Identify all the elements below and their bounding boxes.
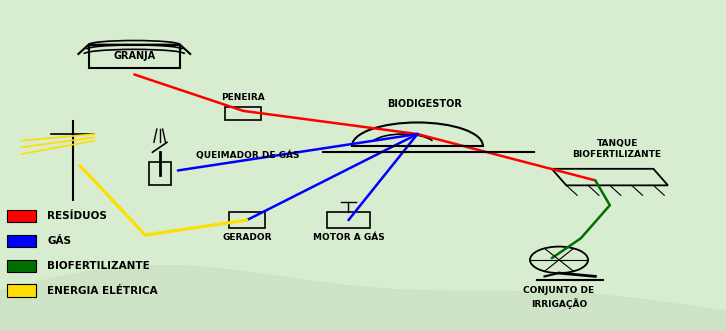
Text: QUEIMADOR DE GÁS: QUEIMADOR DE GÁS <box>196 151 300 160</box>
Text: GÁS: GÁS <box>47 236 71 246</box>
FancyBboxPatch shape <box>7 210 36 222</box>
Text: BIOFERTILIZANTE: BIOFERTILIZANTE <box>47 261 150 271</box>
Bar <box>149 162 171 185</box>
Bar <box>229 212 265 228</box>
Bar <box>327 212 370 228</box>
Text: ENERGIA ELÉTRICA: ENERGIA ELÉTRICA <box>47 286 158 296</box>
Bar <box>225 107 261 120</box>
Text: GRANJA: GRANJA <box>113 51 155 61</box>
Text: GERADOR: GERADOR <box>222 233 272 242</box>
Text: RESÍDUOS: RESÍDUOS <box>47 211 107 221</box>
FancyBboxPatch shape <box>7 260 36 272</box>
FancyBboxPatch shape <box>7 235 36 247</box>
Text: TANQUE
BIOFERTILIZANTE: TANQUE BIOFERTILIZANTE <box>573 139 661 159</box>
Text: MOTOR A GÁS: MOTOR A GÁS <box>313 233 384 242</box>
FancyBboxPatch shape <box>7 284 36 297</box>
Text: BIODIGESTOR: BIODIGESTOR <box>387 99 462 109</box>
Text: PENEIRA: PENEIRA <box>221 93 265 102</box>
Text: CONJUNTO DE
IRRIGAÇÃO: CONJUNTO DE IRRIGAÇÃO <box>523 286 595 309</box>
